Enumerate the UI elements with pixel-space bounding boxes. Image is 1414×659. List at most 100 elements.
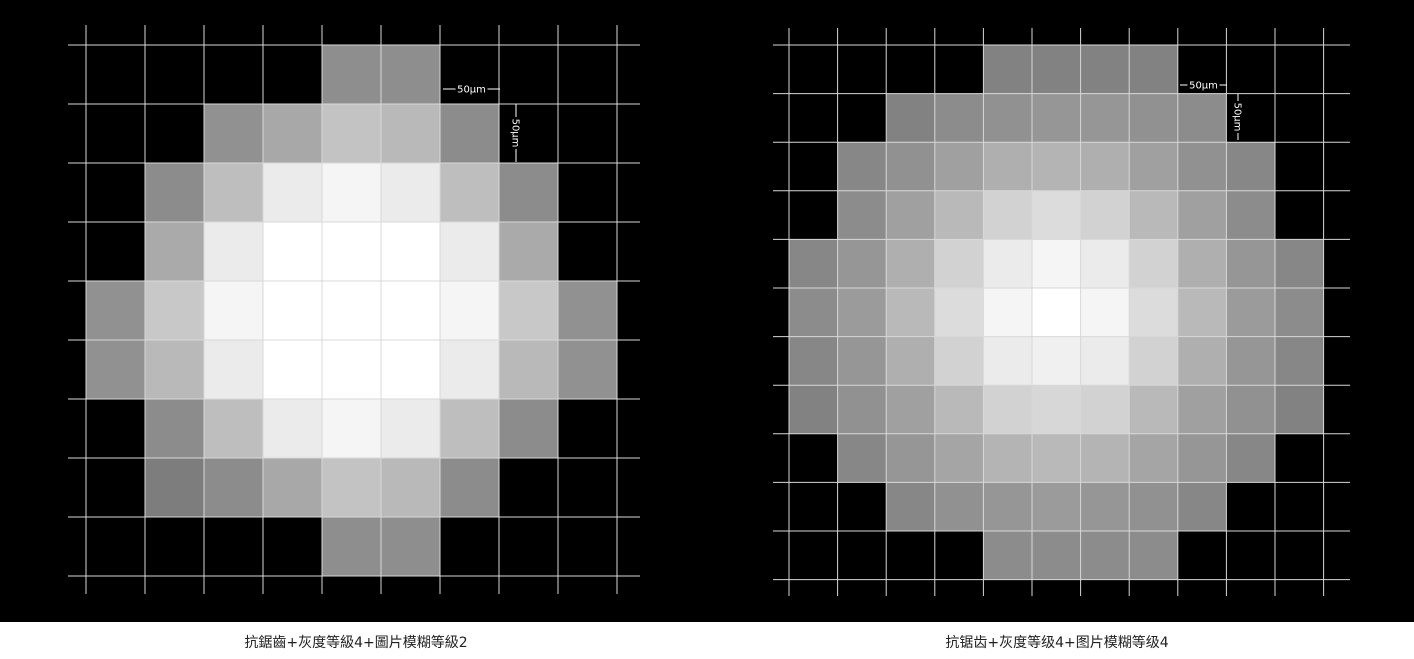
caption-left: 抗鋸齒+灰度等級4+圖片模糊等級2 [244,635,468,651]
pixel-cell [1080,531,1130,580]
pixel-cell [322,340,381,399]
pixel-cell [983,190,1032,240]
pixel-cell [983,142,1032,191]
pixel-cell [263,104,322,163]
pixel-cell [204,399,263,458]
pixel-cell [1032,190,1081,240]
pixel-cell [1226,142,1275,191]
pixel-cell [1177,433,1227,483]
pixel-cell [1275,288,1324,337]
pixel-cell [983,45,1032,94]
pixel-cell [381,517,440,576]
scale-bar-vertical-label: 50μm [1232,103,1243,132]
pixel-cell [322,163,381,222]
pixel-cell [440,281,499,340]
pixel-cell [1129,385,1178,434]
pixel-cell [322,222,381,281]
pixel-cell [322,399,381,458]
pixel-cell [263,163,322,222]
pixel-cell [440,104,499,163]
pixel-cell [1177,288,1227,337]
pixel-cell [983,336,1032,386]
pixel-cell [263,222,322,281]
pixel-cell [1080,433,1130,483]
pixel-cell [1129,336,1178,386]
pixel-cell [789,288,838,337]
pixel-cell [381,340,440,399]
pixel-cell [886,288,935,337]
pixel-cell [145,163,204,222]
pixel-cell [1032,288,1081,337]
pixel-cell [1177,482,1227,531]
pixel-cell [145,222,204,281]
pixel-cell [1129,239,1178,288]
pixel-cell [1129,93,1178,143]
pixel-cell [1080,482,1130,531]
scale-bar-horizontal-gap [1187,79,1220,91]
pixel-cell [1080,336,1130,386]
pixel-cell [1226,385,1275,434]
pixel-cell [381,163,440,222]
pixel-cell [440,399,499,458]
pixel-cell [381,399,440,458]
pixel-grid-figure: 50μm 50μm 50μm 50μm [68,25,1350,596]
pixel-cell [1226,288,1275,337]
pixel-cell [1275,239,1324,288]
pixel-cell [837,239,887,288]
pixel-cell [322,45,381,104]
scale-bar-vertical-gap [1232,101,1244,133]
pixel-cell [934,190,984,240]
pixel-cell [789,336,838,386]
pixel-cell [440,222,499,281]
pixel-cell [934,239,984,288]
pixel-cell [499,340,558,399]
pixel-cell [1177,190,1227,240]
pixel-cell [381,222,440,281]
pixel-cell [934,385,984,434]
pixel-cell [322,104,381,163]
pixel-cell [837,336,887,386]
pixel-cell [558,340,617,399]
pixel-cell [886,239,935,288]
pixel-cell [886,482,935,531]
pixel-cell [86,340,145,399]
pixel-cell [1032,93,1081,143]
pixel-cell [1129,531,1178,580]
pixel-cell [837,288,887,337]
pixel-cell [204,104,263,163]
pixel-cell [1032,385,1081,434]
pixel-cell [204,222,263,281]
pixel-cell [886,433,935,483]
pixel-cell [1032,433,1081,483]
pixel-cell [1032,142,1081,191]
pixel-cell [983,385,1032,434]
scale-bar-horizontal-label: 50μm [457,85,486,96]
pixel-cell [983,531,1032,580]
pixel-cell [204,458,263,517]
pixel-cell [1129,433,1178,483]
panel-left: 50μm 50μm [68,25,640,594]
pixel-cell [204,281,263,340]
pixel-cell [1177,336,1227,386]
pixel-cell [1275,336,1324,386]
pixel-cell [934,142,984,191]
pixel-cell [1032,531,1081,580]
pixel-cell [499,399,558,458]
pixel-cell [263,399,322,458]
pixel-cell [1226,336,1275,386]
pixel-cell [886,385,935,434]
pixel-cell [1129,288,1178,337]
pixel-cell [1080,239,1130,288]
pixel-cell [499,281,558,340]
pixel-cell [499,222,558,281]
scale-bar-horizontal-label: 50μm [1189,81,1218,92]
pixel-cell [983,239,1032,288]
pixel-cell [983,288,1032,337]
pixel-cell [1129,45,1178,94]
pixel-cell [558,281,617,340]
pixel-cell [837,142,887,191]
pixel-cell [983,93,1032,143]
pixel-cell [322,517,381,576]
pixel-cell [1032,45,1081,94]
pixel-cell [381,104,440,163]
